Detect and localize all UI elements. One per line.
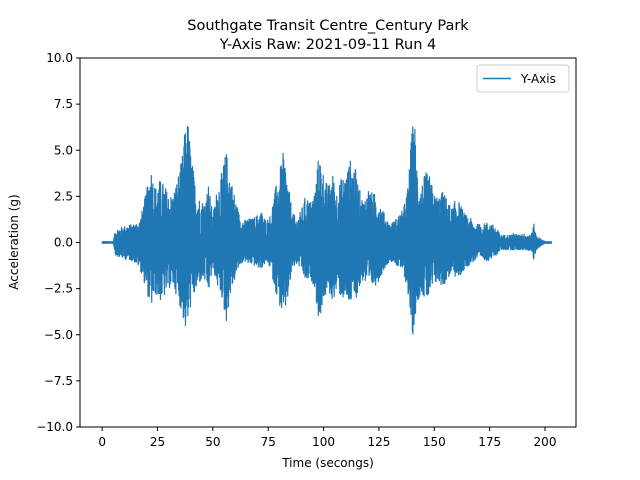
y-tick-label: 10.0 <box>46 51 73 65</box>
legend-label-y-axis: Y-Axis <box>520 72 556 86</box>
legend: Y-Axis <box>476 64 570 93</box>
x-tick-label: 25 <box>150 435 165 449</box>
chart-subtitle: Y-Axis Raw: 2021-09-11 Run 4 <box>219 37 436 53</box>
series-y-axis-group <box>101 125 553 335</box>
series-line-y-axis <box>101 125 553 335</box>
x-tick-label: 175 <box>478 435 501 449</box>
x-axis-ticks: 0 25 50 75 100 125 150 175 200 <box>98 427 556 449</box>
x-tick-label: 200 <box>534 435 557 449</box>
y-tick-label: −10.0 <box>36 420 73 434</box>
y-tick-label: −2.5 <box>44 282 73 296</box>
y-tick-label: 0.0 <box>54 236 73 250</box>
x-axis-label: Time (secongs) <box>281 456 374 470</box>
x-tick-label: 150 <box>423 435 446 449</box>
x-tick-label: 50 <box>205 435 220 449</box>
y-tick-label: −7.5 <box>44 374 73 388</box>
y-tick-label: −5.0 <box>44 328 73 342</box>
y-tick-label: 7.5 <box>54 97 73 111</box>
y-tick-label: 2.5 <box>54 189 73 203</box>
x-tick-label: 100 <box>312 435 335 449</box>
x-tick-label: 0 <box>98 435 106 449</box>
y-axis-label: Acceleration (g) <box>7 194 21 289</box>
x-tick-label: 125 <box>367 435 390 449</box>
legend-box <box>476 64 570 93</box>
x-tick-label: 75 <box>261 435 276 449</box>
y-axis-ticks: −10.0 −7.5 −5.0 −2.5 0.0 2.5 5.0 7.5 10.0 <box>36 51 80 434</box>
chart-title: Southgate Transit Centre_Century Park <box>187 18 469 34</box>
y-tick-label: 5.0 <box>54 143 73 157</box>
